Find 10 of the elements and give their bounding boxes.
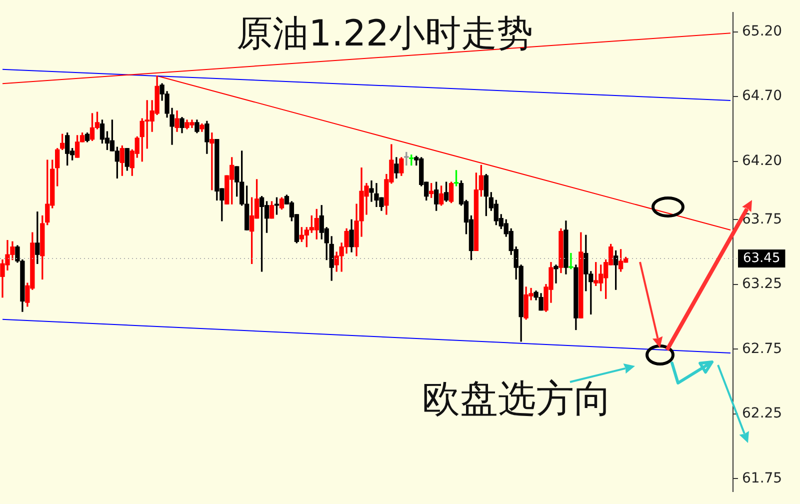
chart-title: 原油1.22小时走势 xyxy=(236,13,533,54)
y-tick-label: 61.75 xyxy=(742,470,782,486)
y-tick-label: 65.20 xyxy=(742,23,782,40)
y-tick-label: 62.75 xyxy=(742,340,782,357)
y-tick-label: 63.25 xyxy=(742,276,782,292)
y-tick-label: 62.25 xyxy=(742,406,782,422)
y-tick-label: 64.20 xyxy=(742,152,782,169)
y-tick-label: 64.70 xyxy=(742,88,782,104)
annotation: 欧盘选方向 xyxy=(422,376,612,420)
ref-line-label: 63.45 xyxy=(743,250,780,266)
